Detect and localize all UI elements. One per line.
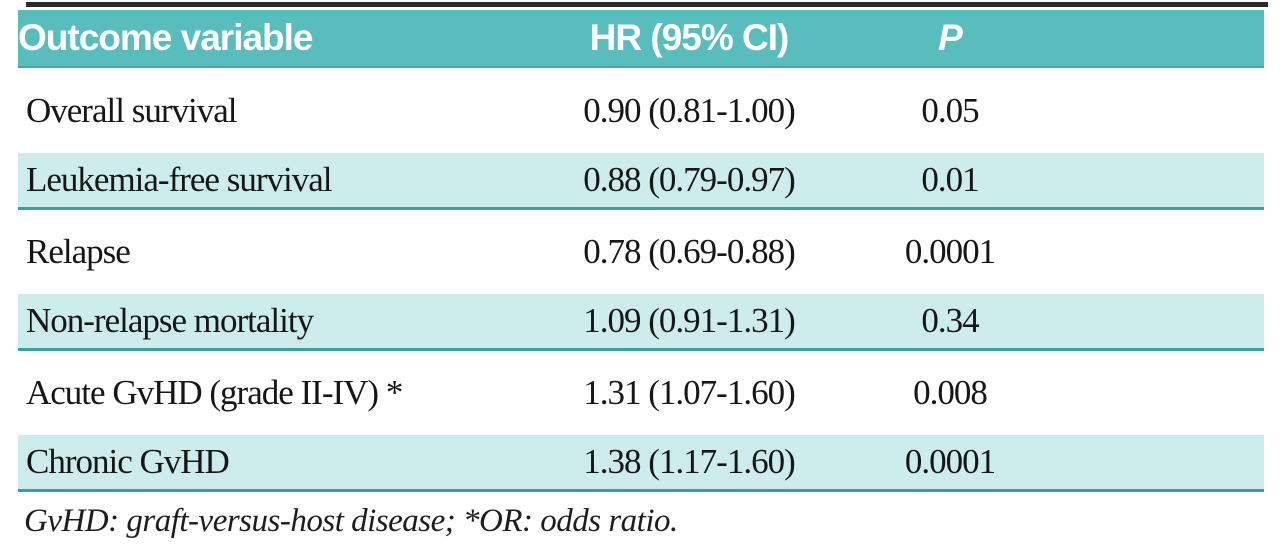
outcome-cell: Leukemia-free survival — [18, 153, 560, 210]
table-row-relapse: Relapse 0.78 (0.69-0.88) 0.0001 — [18, 208, 1264, 294]
p-value-cell: 0.01 — [818, 153, 1082, 210]
hr-ci-cell: 0.78 (0.69-0.88) — [583, 231, 795, 271]
table-top-rule — [26, 2, 1268, 7]
outcome-cell: Chronic GvHD — [18, 435, 560, 492]
outcomes-table: Outcome variable HR (95% CI) P Overall s… — [18, 10, 1264, 492]
spacer-cell — [1082, 435, 1264, 492]
p-value-cell: 0.008 — [913, 372, 988, 412]
p-value-cell: 0.0001 — [818, 435, 1082, 492]
p-value-cell: 0.0001 — [904, 231, 996, 271]
outcome-cell: Acute GvHD (grade II-IV) * — [26, 372, 403, 412]
p-value-cell: 0.05 — [921, 90, 979, 130]
header-p-value: P — [818, 10, 1082, 68]
p-value-cell: 0.34 — [818, 294, 1082, 351]
hr-ci-cell: 1.31 (1.07-1.60) — [583, 372, 795, 412]
spacer-cell — [1082, 208, 1264, 294]
hr-ci-cell: 1.38 (1.17-1.60) — [560, 435, 818, 492]
hr-ci-cell: 1.09 (0.91-1.31) — [560, 294, 818, 351]
outcome-cell: Non-relapse mortality — [18, 294, 560, 351]
hr-ci-cell: 0.88 (0.79-0.97) — [560, 153, 818, 210]
header-hr-95ci: HR (95% CI) — [560, 10, 818, 68]
header-outcome-variable: Outcome variable — [18, 10, 560, 68]
outcome-cell: Overall survival — [26, 90, 237, 130]
spacer-cell — [1082, 67, 1264, 153]
spacer-cell — [1082, 294, 1264, 351]
spacer-cell — [1082, 153, 1264, 210]
hr-ci-cell: 0.90 (0.81-1.00) — [583, 90, 795, 130]
spacer-cell — [1082, 349, 1264, 435]
table-row-leukemia-free-survival: Leukemia-free survival 0.88 (0.79-0.97) … — [18, 153, 1264, 210]
table-header-row: Outcome variable HR (95% CI) P — [18, 10, 1264, 68]
table-row-chronic-gvhd: Chronic GvHD 1.38 (1.17-1.60) 0.0001 — [18, 435, 1264, 492]
outcome-cell: Relapse — [26, 231, 131, 271]
header-spacer — [1082, 10, 1264, 68]
table-row-non-relapse-mortality: Non-relapse mortality 1.09 (0.91-1.31) 0… — [18, 294, 1264, 351]
table-row-overall-survival: Overall survival 0.90 (0.81-1.00) 0.05 — [18, 67, 1264, 153]
table-footnote: GvHD: graft-versus-host disease; *OR: od… — [24, 503, 678, 539]
table-row-acute-gvhd: Acute GvHD (grade II-IV) * 1.31 (1.07-1.… — [18, 349, 1264, 435]
